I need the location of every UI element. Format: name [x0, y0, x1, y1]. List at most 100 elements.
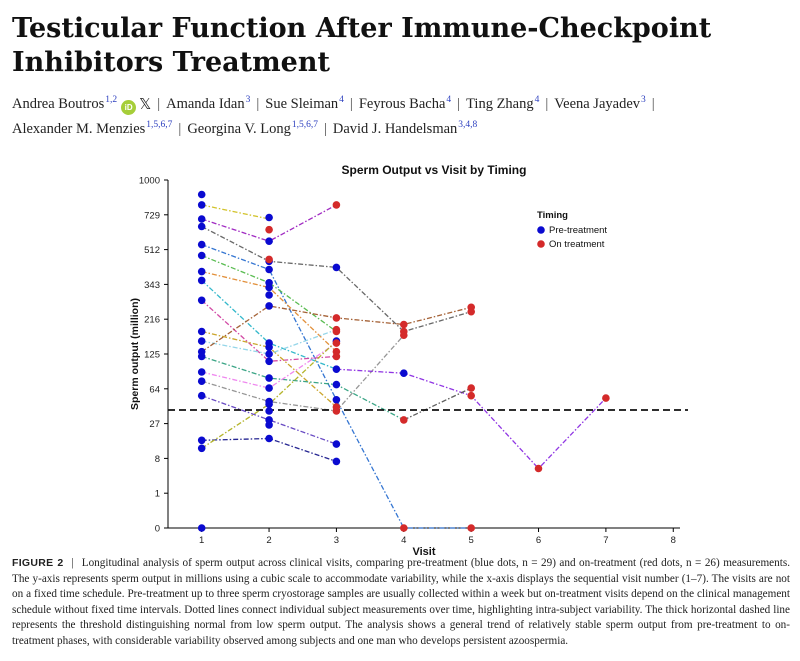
subject-line — [201, 204, 337, 242]
pre-treatment-point — [197, 436, 206, 445]
on-treatment-point — [467, 391, 476, 400]
pre-treatment-point — [265, 400, 273, 408]
subject-line — [201, 225, 472, 333]
x-tick-label: 8 — [671, 535, 676, 546]
pre-treatment-point — [197, 215, 206, 223]
pre-treatment-point — [197, 276, 206, 285]
pre-treatment-point — [332, 457, 341, 466]
on-treatment-point — [400, 320, 408, 329]
author-name[interactable]: Feyrous Bacha — [358, 96, 446, 112]
x-tick-label: 2 — [266, 535, 271, 546]
subject-line — [201, 243, 472, 529]
subject-line — [201, 329, 337, 355]
x-tick-label: 3 — [334, 535, 339, 546]
author-affiliation[interactable]: 1,5,6,7 — [291, 120, 318, 130]
on-treatment-point — [467, 384, 476, 392]
subject-line — [201, 395, 337, 445]
legend-swatch — [537, 240, 545, 248]
orcid-icon[interactable]: iD — [121, 100, 137, 115]
author-name[interactable]: Amanda Idan — [166, 96, 245, 112]
pre-treatment-point — [197, 352, 206, 361]
paper-title: Testicular Function After Immune-Checkpo… — [12, 13, 712, 78]
x-tick-label: 7 — [603, 535, 608, 546]
pre-treatment-point — [265, 213, 273, 222]
pre-treatment-point — [197, 391, 206, 400]
pre-treatment-point — [265, 374, 273, 382]
pre-treatment-point — [197, 267, 206, 276]
author-separator: | — [323, 121, 327, 137]
author-name[interactable]: David J. Handelsman — [332, 121, 458, 137]
pre-treatment-point — [265, 421, 273, 429]
pre-treatment-point — [332, 365, 341, 373]
y-tick-label: 512 — [144, 245, 160, 256]
on-treatment-point — [467, 307, 476, 316]
author-affiliation[interactable]: 4 — [534, 95, 540, 105]
subject-line — [201, 330, 337, 408]
y-tick-label: 216 — [144, 315, 160, 326]
pre-treatment-point — [265, 350, 273, 358]
on-treatment-point — [265, 225, 273, 234]
pre-treatment-point — [197, 377, 206, 385]
pre-treatment-point — [197, 444, 206, 453]
on-treatment-point — [400, 416, 408, 424]
subject-line — [336, 368, 607, 470]
author-name[interactable]: Georgina V. Long — [187, 121, 291, 137]
author-separator: | — [349, 96, 353, 112]
chart-title: Sperm Output vs Visit by Timing — [342, 163, 527, 177]
y-tick-label: 343 — [144, 280, 160, 291]
pre-treatment-point — [197, 337, 206, 345]
author-affiliation[interactable]: 1,2 — [105, 95, 118, 105]
author-separator: | — [545, 96, 549, 112]
author-affiliation[interactable]: 3 — [641, 95, 646, 105]
x-tick-label: 1 — [199, 535, 204, 546]
author-affiliation[interactable]: 4 — [446, 95, 452, 105]
pre-treatment-point — [197, 296, 206, 305]
pre-treatment-point — [332, 396, 341, 404]
y-tick-label: 1000 — [139, 176, 160, 187]
x-social-icon[interactable]: 𝕏 — [139, 95, 152, 113]
caption-text: Longitudinal analysis of sperm output ac… — [12, 557, 790, 647]
y-tick-label: 64 — [149, 384, 160, 395]
on-treatment-point — [332, 352, 341, 361]
y-tick-label: 1 — [155, 489, 160, 500]
author-separator: | — [651, 96, 655, 112]
legend-swatch — [537, 226, 545, 234]
pre-treatment-point — [265, 407, 273, 415]
subject-line — [201, 342, 337, 389]
author-list: Andrea Boutros1,2iD 𝕏 | Amanda Idan3 | Sue Sl… — [12, 90, 792, 140]
pre-treatment-point — [332, 380, 341, 389]
author-affiliation[interactable]: 3,4,8 — [458, 120, 478, 130]
subject-line — [201, 355, 405, 421]
legend-label: On treatment — [549, 239, 605, 250]
author-affiliation[interactable]: 1,5,6,7 — [146, 120, 173, 130]
caption-separator: | — [71, 557, 74, 569]
pre-treatment-point — [265, 343, 273, 352]
figure-label: FIGURE 2 — [12, 557, 64, 569]
on-treatment-point — [332, 327, 341, 336]
author-name[interactable]: Sue Sleiman — [265, 96, 339, 112]
figure-caption: FIGURE 2 | Longitudinal analysis of sperm … — [12, 556, 790, 650]
y-tick-label: 125 — [144, 350, 160, 361]
on-treatment-point — [534, 464, 543, 473]
pre-treatment-point — [332, 263, 341, 272]
on-treatment-point — [332, 407, 341, 415]
pre-treatment-point — [265, 265, 273, 274]
y-tick-label: 729 — [144, 210, 160, 221]
subject-line — [201, 254, 337, 333]
on-treatment-point — [265, 255, 273, 264]
pre-treatment-point — [197, 201, 206, 209]
on-treatment-point — [467, 524, 476, 532]
figure-2-chart: Sperm Output vs Visit by Timing018276412… — [129, 163, 688, 555]
on-treatment-point — [332, 314, 341, 322]
author-name[interactable]: Andrea Boutros — [12, 96, 105, 112]
author-name[interactable]: Ting Zhang — [466, 96, 534, 112]
author-affiliation[interactable]: 4 — [339, 95, 344, 105]
x-axis-label: Visit — [412, 546, 435, 555]
subject-line — [201, 334, 405, 412]
y-axis-label: Sperm output (million) — [129, 298, 141, 410]
author-affiliation[interactable]: 3 — [245, 95, 251, 105]
pre-treatment-point — [265, 237, 273, 245]
y-tick-label: 27 — [149, 419, 160, 430]
author-name[interactable]: Veena Jayadev — [554, 96, 641, 112]
author-name[interactable]: Alexander M. Menzies — [12, 121, 146, 137]
